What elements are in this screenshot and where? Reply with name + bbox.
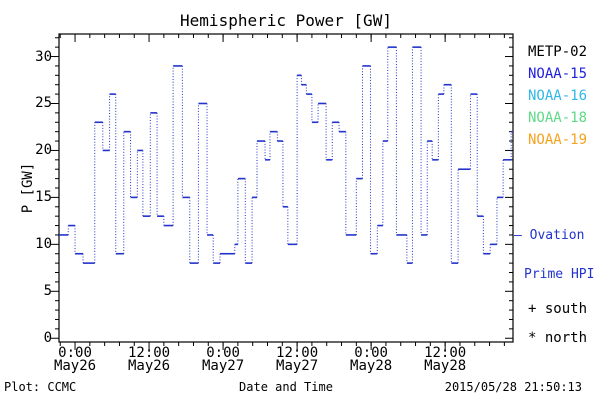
chart-title: Hemispheric Power [GW] [180,11,392,30]
y-tick-label: 0 [43,330,52,347]
y-tick-label: 5 [43,283,52,300]
legend-satellite-noaa-15: NOAA-15 [528,66,588,82]
plot-credit: Plot: CCMC [4,380,77,394]
ovation-prime-hpi-legend: — Ovation Prime HPI [514,203,594,307]
x-tick-label: 0:00 May26 [53,345,97,374]
legend-satellite-noaa-16: NOAA-16 [528,88,588,104]
north-marker-legend: * north [528,330,587,346]
ovation-legend-line1: — Ovation [514,229,594,242]
y-tick-label: 10 [35,236,52,253]
y-tick-label: 30 [35,48,52,65]
x-tick-label: 12:00 May27 [276,345,319,374]
y-tick-label: 20 [35,142,52,159]
north-label: north [544,330,588,346]
legend-satellite-noaa-19: NOAA-19 [528,132,588,148]
ovation-hpi-curve [59,46,513,264]
axes [51,33,514,350]
plot-timestamp: 2015/05/28 21:50:13 [444,380,582,394]
x-axis-label: Date and Time [239,380,333,394]
ovation-legend-line2: Prime HPI [524,267,595,282]
south-marker-legend: + south [528,301,587,317]
y-tick-label: 25 [35,95,52,112]
south-label: south [544,301,588,317]
x-tick-label: 12:00 May26 [127,345,171,374]
asterisk-icon: * [528,330,537,346]
x-tick-label: 12:00 May28 [424,345,467,374]
y-axis-label: P [GW] [20,162,36,214]
plus-icon: + [528,301,537,317]
legend-satellite-noaa-18: NOAA-18 [528,110,588,126]
x-tick-label: 0:00 May27 [202,345,245,374]
y-tick-label: 15 [35,189,52,206]
legend-satellite-metp-02: METP-02 [528,44,588,60]
line-sample-icon: — [514,228,522,243]
ovation-label: Ovation [529,228,585,243]
x-tick-label: 0:00 May28 [350,345,393,374]
